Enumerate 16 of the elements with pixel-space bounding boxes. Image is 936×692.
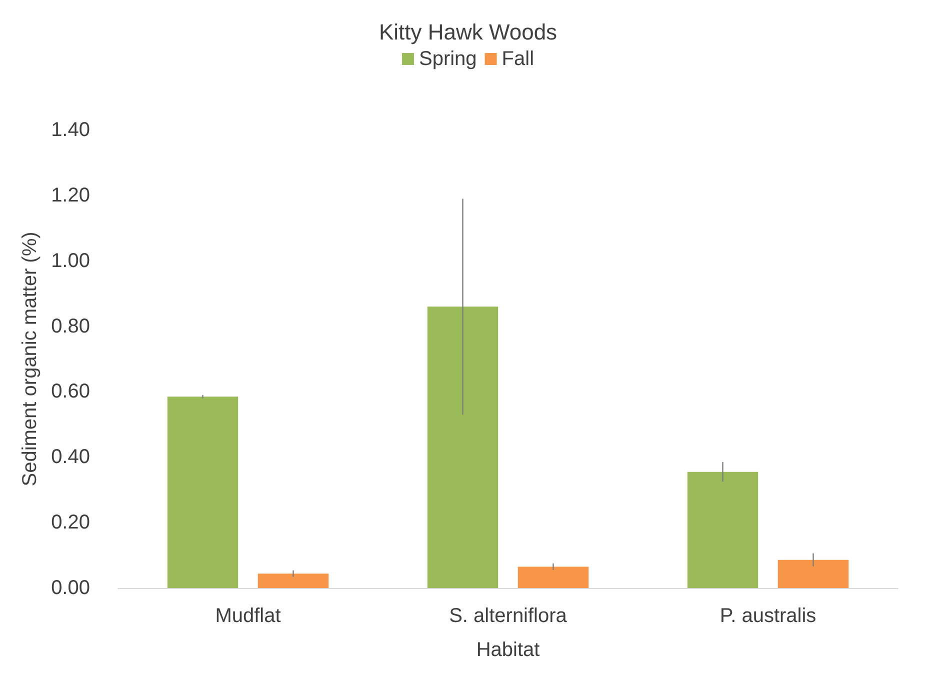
x-tick-label: Mudflat bbox=[215, 605, 282, 627]
y-tick-label: 1.40 bbox=[51, 119, 90, 141]
y-tick-label: 0.20 bbox=[51, 512, 90, 534]
legend-label: Fall bbox=[502, 48, 534, 70]
y-tick-label: 1.00 bbox=[51, 250, 90, 272]
y-tick-label: 0.00 bbox=[51, 577, 90, 599]
y-tick-label: 0.80 bbox=[51, 315, 90, 338]
legend-label: Spring bbox=[418, 48, 477, 70]
y-tick-label: 1.20 bbox=[51, 184, 90, 206]
chart-title: Kitty Hawk Woods bbox=[378, 20, 558, 44]
y-tick-label: 0.40 bbox=[51, 446, 90, 468]
y-tick-label: 0.60 bbox=[51, 380, 90, 403]
x-axis-title: Habitat bbox=[476, 639, 540, 661]
y-axis-title: Sediment organic matter (%) bbox=[19, 232, 41, 486]
x-tick-label: S. alterniflora bbox=[449, 605, 568, 627]
x-tick-label: P. australis bbox=[720, 605, 816, 627]
